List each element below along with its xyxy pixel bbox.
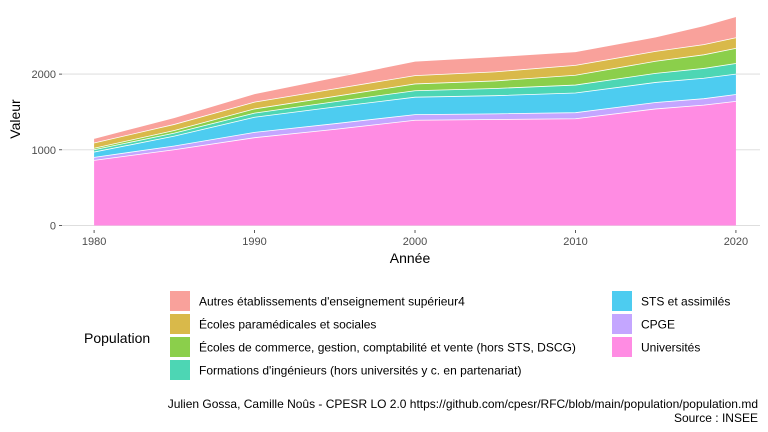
caption-credit: Julien Gossa, Camille Noûs - CPESR LO 2.…	[168, 397, 758, 411]
legend-key-universites	[612, 337, 632, 357]
legend-key-autres-etablissements-d-enseignement-superieur4	[170, 291, 190, 311]
area-boundaries	[93, 16, 737, 161]
area-boundary-sts-et-assimiles	[94, 73, 736, 153]
x-axis: 1980 1990 2000 2010 2020	[82, 230, 748, 248]
y-tick-label: 2000	[32, 69, 56, 81]
area-universites	[94, 101, 736, 226]
y-tick-label: 0	[50, 220, 56, 232]
x-tick-label: 2000	[403, 236, 427, 248]
legend-title: Population	[84, 330, 150, 346]
y-axis: 0 1000 2000	[32, 69, 62, 232]
area-formations-d-ingenieurs-hors-universites-y-c-en-partenariat	[94, 63, 736, 153]
legend-label-ecoles-paramedicales-et-sociales: Écoles paramédicales et sociales	[199, 317, 376, 332]
legend-label-cpge: CPGE	[641, 318, 675, 332]
x-tick-label: 1990	[242, 236, 266, 248]
legend-key-formations-d-ingenieurs-hors-universites-y-c-en-partenariat	[170, 360, 190, 380]
area-boundary-ecoles-paramedicales-et-sociales	[94, 37, 737, 144]
area-boundary-autres-etablissements-d-enseignement-superieur4	[93, 16, 737, 139]
legend-key-cpge	[612, 314, 632, 334]
legend-label-formations-d-ingenieurs-hors-universites-y-c-en-partenariat: Formations d'ingénieurs (hors université…	[199, 364, 521, 378]
legend-key-sts-et-assimiles	[612, 291, 632, 311]
x-tick-label: 2020	[724, 236, 748, 248]
legend-label-ecoles-de-commerce-gestion-comptabilite-et-vente-hors-sts-dscg: Écoles de commerce, gestion, comptabilit…	[199, 340, 576, 355]
area-sts-et-assimiles	[94, 74, 736, 158]
area-boundary-universites	[94, 100, 736, 161]
legend-label-autres-etablissements-d-enseignement-superieur4: Autres établissements d'enseignement sup…	[199, 295, 465, 309]
area-layers	[94, 16, 736, 226]
area-boundary-formations-d-ingenieurs-hors-universites-y-c-en-partenariat	[94, 63, 736, 151]
x-tick-label: 2010	[563, 236, 587, 248]
y-tick-label: 1000	[32, 145, 56, 157]
x-axis-title: Année	[390, 250, 431, 266]
y-axis-title: Valeur	[7, 99, 23, 139]
legend: Population Autres établissements d'ensei…	[84, 291, 730, 380]
area-boundary-ecoles-de-commerce-gestion-comptabilite-et-vente-hors-sts-dscg	[94, 47, 737, 149]
legend-label-sts-et-assimiles: STS et assimilés	[641, 295, 730, 309]
area-boundary-cpge	[94, 94, 736, 158]
caption-source: Source : INSEE	[674, 411, 758, 425]
x-tick-label: 1980	[82, 236, 106, 248]
legend-label-universites: Universités	[641, 341, 700, 355]
legend-key-ecoles-paramedicales-et-sociales	[170, 314, 190, 334]
legend-key-ecoles-de-commerce-gestion-comptabilite-et-vente-hors-sts-dscg	[170, 337, 190, 357]
